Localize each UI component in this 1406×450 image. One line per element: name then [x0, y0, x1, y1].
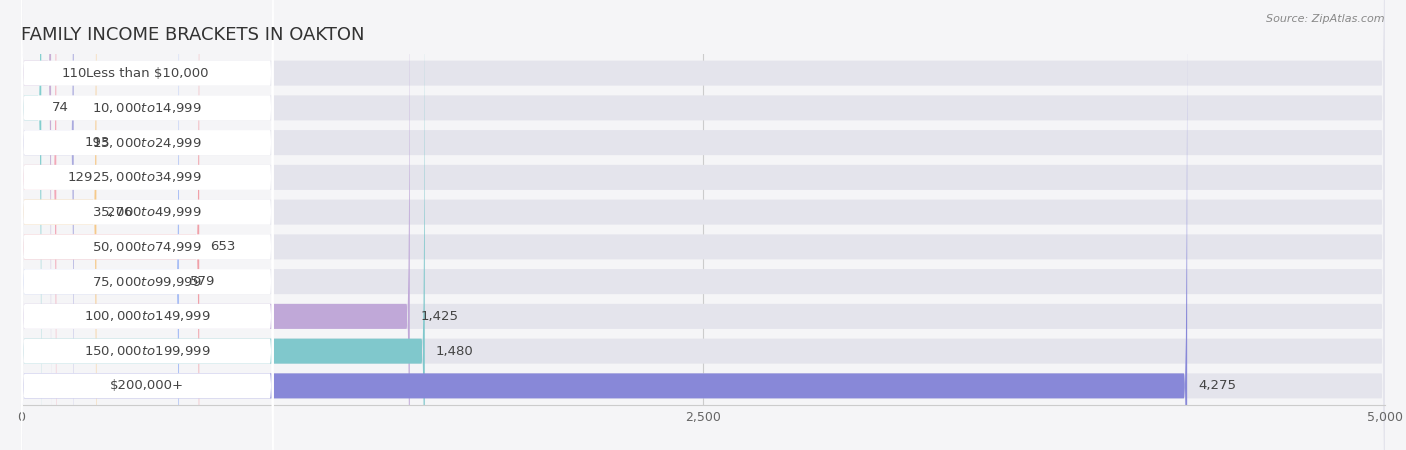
- FancyBboxPatch shape: [21, 0, 1385, 450]
- FancyBboxPatch shape: [21, 0, 179, 450]
- FancyBboxPatch shape: [21, 0, 1385, 450]
- Text: 193: 193: [84, 136, 110, 149]
- FancyBboxPatch shape: [21, 0, 273, 450]
- FancyBboxPatch shape: [21, 0, 1385, 450]
- Text: $200,000+: $200,000+: [110, 379, 184, 392]
- FancyBboxPatch shape: [21, 0, 273, 450]
- Text: $50,000 to $74,999: $50,000 to $74,999: [93, 240, 202, 254]
- FancyBboxPatch shape: [21, 0, 273, 450]
- Text: $35,000 to $49,999: $35,000 to $49,999: [93, 205, 202, 219]
- Text: 1,425: 1,425: [420, 310, 458, 323]
- FancyBboxPatch shape: [21, 0, 273, 450]
- Text: $15,000 to $24,999: $15,000 to $24,999: [93, 135, 202, 149]
- FancyBboxPatch shape: [21, 0, 1385, 450]
- FancyBboxPatch shape: [21, 0, 425, 450]
- Text: 110: 110: [62, 67, 87, 80]
- FancyBboxPatch shape: [21, 0, 1385, 450]
- FancyBboxPatch shape: [21, 0, 1385, 450]
- Text: $10,000 to $14,999: $10,000 to $14,999: [93, 101, 202, 115]
- FancyBboxPatch shape: [21, 0, 1385, 450]
- FancyBboxPatch shape: [21, 0, 1385, 450]
- FancyBboxPatch shape: [21, 0, 41, 450]
- Text: 276: 276: [107, 206, 132, 219]
- Text: 4,275: 4,275: [1198, 379, 1236, 392]
- FancyBboxPatch shape: [21, 0, 1385, 450]
- Text: 74: 74: [52, 101, 69, 114]
- FancyBboxPatch shape: [21, 0, 273, 450]
- FancyBboxPatch shape: [21, 0, 1187, 450]
- FancyBboxPatch shape: [21, 0, 200, 450]
- Text: 579: 579: [190, 275, 215, 288]
- FancyBboxPatch shape: [21, 0, 273, 450]
- FancyBboxPatch shape: [21, 0, 97, 450]
- FancyBboxPatch shape: [21, 0, 273, 450]
- Text: 129: 129: [67, 171, 93, 184]
- Text: 653: 653: [209, 240, 235, 253]
- Text: Less than $10,000: Less than $10,000: [86, 67, 208, 80]
- FancyBboxPatch shape: [21, 0, 273, 450]
- FancyBboxPatch shape: [21, 0, 273, 450]
- FancyBboxPatch shape: [21, 0, 409, 450]
- FancyBboxPatch shape: [21, 0, 73, 450]
- Text: $75,000 to $99,999: $75,000 to $99,999: [93, 274, 202, 288]
- FancyBboxPatch shape: [21, 0, 51, 450]
- Text: 1,480: 1,480: [436, 345, 474, 358]
- Text: $150,000 to $199,999: $150,000 to $199,999: [84, 344, 211, 358]
- FancyBboxPatch shape: [21, 0, 1385, 450]
- Text: FAMILY INCOME BRACKETS IN OAKTON: FAMILY INCOME BRACKETS IN OAKTON: [21, 26, 364, 44]
- Text: Source: ZipAtlas.com: Source: ZipAtlas.com: [1267, 14, 1385, 23]
- Text: $25,000 to $34,999: $25,000 to $34,999: [93, 171, 202, 184]
- Text: $100,000 to $149,999: $100,000 to $149,999: [84, 310, 211, 324]
- FancyBboxPatch shape: [21, 0, 56, 450]
- FancyBboxPatch shape: [21, 0, 273, 450]
